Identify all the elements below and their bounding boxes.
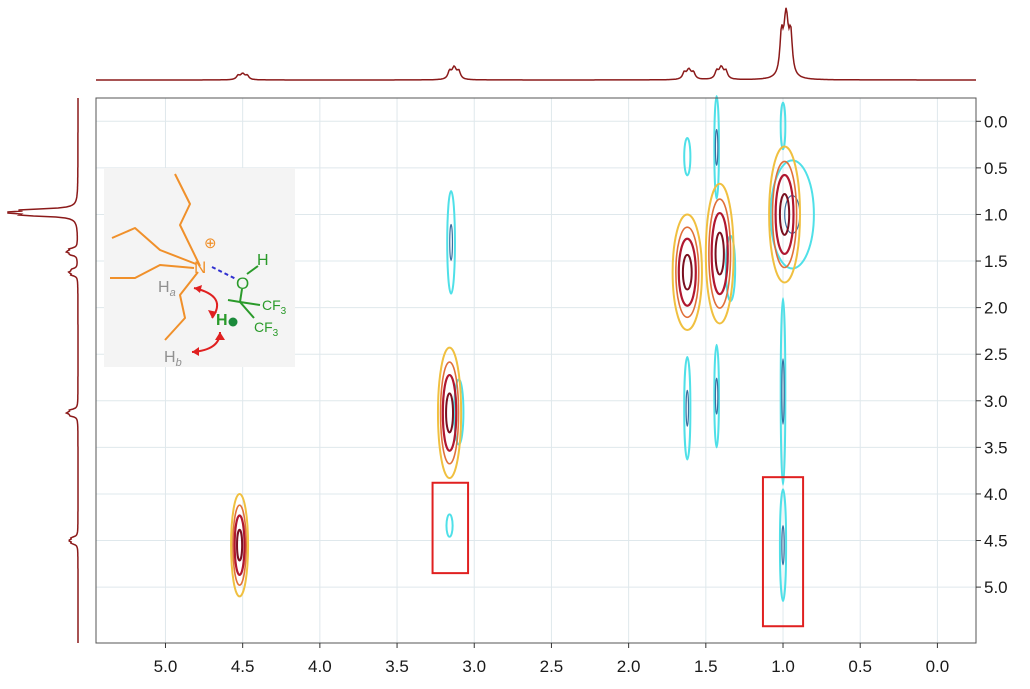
x-tick-label: 3.0: [462, 657, 486, 676]
group-cf3-upper: CF3: [262, 297, 287, 317]
positive-peak-inner: [710, 211, 729, 296]
highlight-box: [761, 476, 805, 628]
charge-label: ⊕: [204, 235, 217, 252]
positive-peak-mid: [675, 226, 700, 319]
cf3-upper-text: CF: [262, 297, 281, 313]
inset-background: [104, 168, 295, 367]
highlight-box-layer: [431, 476, 805, 628]
negative-crosspeak-core: [781, 525, 785, 566]
contour-layer: [230, 95, 815, 603]
noe-arrowhead-4: [215, 332, 225, 340]
y-tick-label: 0.5: [984, 159, 1008, 178]
negative-crosspeak: [683, 355, 692, 461]
positive-peak-mid: [232, 504, 248, 586]
y-axis-ticks: 0.0 0.5 1.0 1.5 2.0 2.5 3.0 3.5 4.0 4.5 5.0: [976, 112, 1008, 597]
negative-crosspeak-core: [781, 358, 785, 425]
positive-peak-mid: [708, 198, 732, 309]
atom-o: O: [236, 274, 249, 293]
x-tick-label: 0.5: [848, 657, 872, 676]
noe-arrowhead-1: [194, 285, 202, 293]
y-tick-label: 4.5: [984, 532, 1008, 551]
atom-h-hydroxyl: H: [257, 252, 269, 269]
x-axis-ticks: 5.0 4.5 4.0 3.5 3.0 2.5 2.0 1.5 1.0 0.5 0.0: [154, 643, 950, 676]
label-ha-text: H: [158, 279, 170, 296]
group-cf3-lower: CF3: [254, 319, 279, 339]
positive-peak-outer: [704, 182, 735, 325]
atom-h-methine: H: [216, 312, 228, 329]
x-tick-label: 2.0: [617, 657, 641, 676]
y-tick-label: 3.0: [984, 392, 1008, 411]
positive-peak-core: [445, 392, 455, 434]
positive-peak-core: [714, 231, 725, 276]
hydrogen-bond: [211, 266, 237, 280]
x-tick-label: 2.5: [540, 657, 564, 676]
noe-arrowhead-2: [208, 310, 217, 318]
y-tick-label: 3.5: [984, 438, 1008, 457]
highlight-box: [431, 481, 470, 575]
positive-peak-outer: [436, 346, 463, 480]
plot-frame: [95, 97, 977, 644]
cf3-lower-sub: 3: [273, 328, 279, 339]
y-tick-label: 1.0: [984, 205, 1008, 224]
positive-peak-core: [778, 193, 791, 236]
label-hb: Hb: [164, 349, 182, 369]
negative-crosspeak: [713, 343, 720, 449]
x-tick-label: 5.0: [154, 657, 178, 676]
x-tick-label: 1.0: [771, 657, 795, 676]
y-tick-label: 2.5: [984, 345, 1008, 364]
positive-peak-mid: [771, 160, 798, 269]
hfip-bonds: [227, 265, 261, 319]
positive-peak-outer: [768, 145, 801, 284]
y-tick-label: 1.5: [984, 252, 1008, 271]
label-hb-text: H: [164, 349, 176, 366]
y-tick-label: 2.0: [984, 299, 1008, 318]
molecule-inset: ⊕ N O H CF3 CF3 H Ha Hb: [104, 168, 295, 369]
negative-crosspeak-core: [685, 389, 690, 427]
label-hb-sub: b: [176, 357, 182, 369]
positive-peak-mid: [439, 361, 460, 465]
positive-peak-inner: [774, 173, 795, 255]
negative-crosspeak: [779, 101, 787, 151]
x-tick-label: 3.5: [385, 657, 409, 676]
x-tick-label: 4.0: [308, 657, 332, 676]
positive-peak-inner: [441, 373, 458, 452]
negative-crosspeak: [446, 190, 456, 295]
cf3-upper-sub: 3: [281, 306, 287, 317]
grid: [96, 98, 976, 643]
methine-dot: [228, 317, 238, 327]
y-tick-label: 5.0: [984, 578, 1008, 597]
label-ha: Ha: [158, 279, 176, 299]
positive-peak-core: [681, 253, 693, 291]
y-tick-label: 0.0: [984, 112, 1008, 131]
positive-peak-outer: [671, 213, 703, 331]
cf3-lower-text: CF: [254, 319, 273, 335]
negative-crosspeak: [769, 159, 815, 270]
x-tick-label: 0.0: [926, 657, 950, 676]
negative-crosspeak: [713, 95, 720, 200]
x-tick-label: 1.5: [694, 657, 718, 676]
x-tick-label: 4.5: [231, 657, 255, 676]
butyl-chains: [110, 173, 201, 341]
atom-n: N: [194, 258, 206, 277]
positive-peak-outer: [230, 492, 250, 598]
negative-crosspeak-core: [449, 223, 454, 261]
positive-peak-core: [236, 528, 244, 562]
negative-crosspeak: [778, 488, 788, 603]
label-ha-sub: a: [170, 287, 176, 299]
negative-crosspeak: [683, 137, 692, 177]
positive-peak-inner: [677, 237, 697, 307]
negative-crosspeak: [445, 513, 454, 538]
negative-crosspeak-core: [714, 377, 719, 415]
positive-peak-inner: [233, 514, 246, 576]
negative-crosspeak-core: [714, 128, 719, 166]
noe-arrowhead-3: [192, 347, 199, 356]
y-tick-label: 4.0: [984, 485, 1008, 504]
top-1d-projection: [96, 7, 976, 81]
negative-crosspeak: [779, 297, 787, 486]
left-1d-projection: [7, 98, 79, 643]
